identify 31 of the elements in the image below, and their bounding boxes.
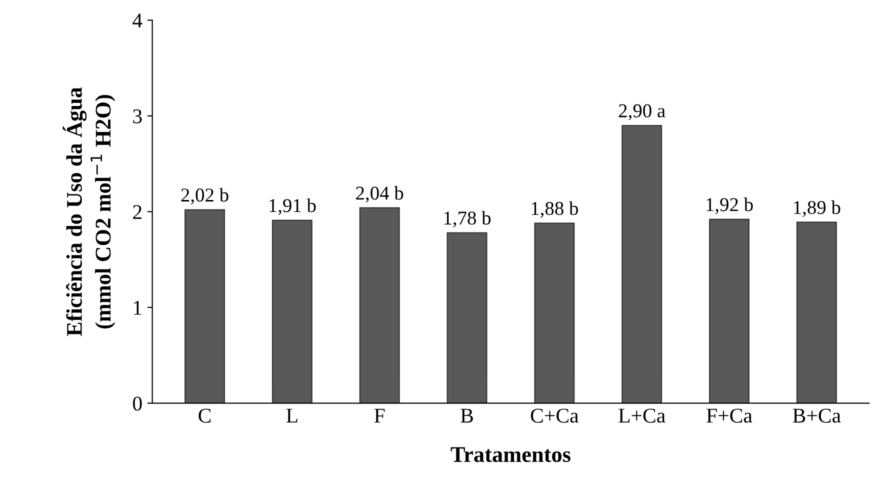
bar [622,124,662,404]
data-label: 1,78 b [444,210,491,228]
x-tick-label: L [286,408,298,423]
x-tick-label: F+Ca [706,408,752,423]
bar [534,222,575,404]
x-tick-label: L+Ca [618,408,666,423]
x-tick-label: C [198,408,211,423]
data-label: 1,91 b [270,198,316,215]
data-label: 2,90 a [618,104,666,120]
x-tick-label: B [460,408,473,423]
y-axis-title: Eficiência do Uso da Água (mmol CO2 mol$^{−1}$ H2O) [62,87,116,336]
bar [446,232,488,404]
y-tick-label: 0 [132,396,142,411]
y-tick-label: 4 [132,14,142,28]
y-tick-label: 1 [134,300,142,315]
x-tick-label: C+Ca [530,408,579,423]
bar [359,207,400,404]
bar [272,220,312,404]
bar [796,222,837,404]
y-tick-label: 3 [133,109,142,124]
data-label: 1,92 b [706,198,753,214]
bar [709,218,750,404]
data-label: 1,89 b [794,200,840,217]
x-tick-label: F [374,408,385,423]
bar [184,209,225,404]
x-axis-title: Tratamentos [450,447,570,462]
data-label: 2,04 b [356,186,404,203]
y-tick-label: 2 [133,205,142,219]
data-label: 1,88 b [532,201,578,218]
x-tick-label: B+Ca [792,408,841,423]
data-label: 2,02 b [181,188,228,204]
